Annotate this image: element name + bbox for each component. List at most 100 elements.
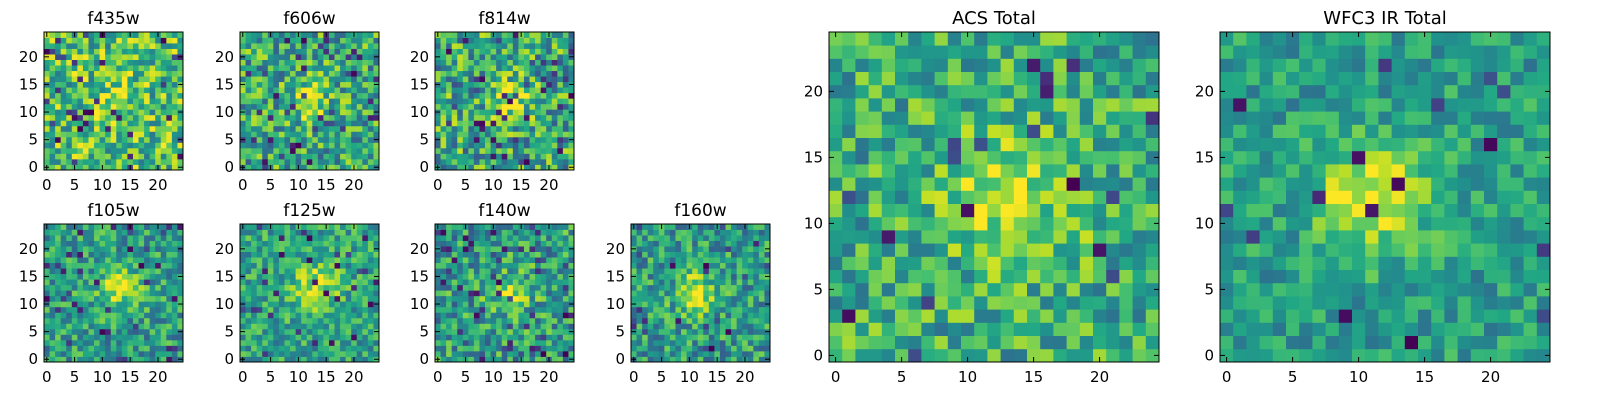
heatmap-cell: [144, 323, 151, 330]
heatmap-cell: [245, 306, 252, 313]
heatmap-cell: [479, 240, 486, 247]
heatmap-cell: [77, 70, 84, 77]
heatmap-cell: [747, 312, 754, 319]
heatmap-cell: [373, 323, 380, 330]
heatmap-cell: [251, 103, 258, 110]
heatmap-cell: [166, 32, 173, 38]
heatmap-cell: [121, 103, 128, 110]
heatmap-cell: [116, 224, 123, 230]
heatmap-cell: [345, 328, 352, 335]
heatmap-cell: [440, 224, 447, 230]
heatmap-cell: [1079, 164, 1094, 178]
heatmap-cell: [736, 229, 743, 236]
heatmap-cell: [435, 317, 441, 324]
heatmap-cell: [345, 43, 352, 49]
heatmap-cell: [94, 268, 100, 275]
heatmap-cell: [523, 142, 530, 149]
heatmap-cell: [473, 120, 480, 127]
heatmap-cell: [88, 257, 95, 264]
heatmap-cell: [708, 257, 715, 264]
heatmap-cell: [653, 268, 660, 275]
heatmap-cell: [479, 76, 486, 83]
heatmap-cell: [99, 131, 106, 138]
heatmap-cell: [468, 131, 475, 138]
heatmap-cell: [551, 65, 558, 72]
heatmap-cell: [71, 257, 78, 264]
heatmap-cell: [468, 114, 475, 121]
heatmap-cell: [435, 262, 441, 269]
heatmap-cell: [94, 246, 100, 252]
heatmap-cell: [675, 295, 682, 302]
heatmap-cell: [934, 177, 949, 191]
heatmap-cell: [345, 224, 352, 230]
heatmap-cell: [485, 142, 491, 149]
heatmap-cell: [947, 335, 962, 350]
heatmap-cell: [669, 246, 676, 252]
heatmap-cell: [301, 290, 308, 297]
heatmap-cell: [557, 345, 564, 352]
heatmap-cell: [468, 306, 475, 313]
heatmap-cell: [562, 356, 569, 363]
heatmap-cell: [138, 131, 145, 138]
heatmap-cell: [317, 142, 324, 149]
heatmap-cell: [501, 273, 508, 280]
heatmap-cell: [99, 158, 106, 165]
heatmap-cell: [245, 142, 252, 149]
x-tick-label: 10: [289, 176, 308, 194]
heatmap-cell: [523, 229, 530, 236]
heatmap-cell: [295, 345, 302, 352]
heatmap-cell: [373, 345, 380, 352]
heatmap-cell: [82, 114, 89, 121]
heatmap-cell: [171, 109, 178, 116]
heatmap-cell: [55, 312, 62, 319]
heatmap-cell: [121, 240, 128, 247]
heatmap-cell: [351, 125, 358, 132]
heatmap-cell: [855, 190, 869, 204]
heatmap-cell: [658, 262, 665, 269]
heatmap-cell: [116, 290, 123, 297]
heatmap-cell: [529, 339, 536, 346]
heatmap-cell: [132, 295, 139, 302]
heatmap-cell: [267, 317, 274, 324]
heatmap-cell: [328, 32, 335, 38]
heatmap-cell: [708, 273, 715, 280]
heatmap-cell: [295, 334, 302, 341]
heatmap-cell: [653, 317, 660, 324]
heatmap-cell: [317, 81, 324, 88]
heatmap-cell: [686, 295, 693, 302]
heatmap-cell: [71, 125, 78, 132]
heatmap-cell: [736, 251, 743, 258]
heatmap-cell: [562, 81, 569, 88]
heatmap-cell: [132, 235, 139, 241]
heatmap-cell: [94, 37, 100, 44]
heatmap-cell: [631, 317, 637, 324]
heatmap-cell: [166, 76, 173, 83]
heatmap-cell: [44, 98, 50, 105]
heatmap-cell: [273, 334, 280, 341]
heatmap-cell: [171, 334, 178, 341]
heatmap-cell: [473, 284, 480, 291]
heatmap-cell: [328, 345, 335, 352]
heatmap-cell: [256, 136, 263, 143]
heatmap-cell: [262, 164, 269, 171]
heatmap-cell: [317, 240, 324, 247]
heatmap-cell: [362, 279, 369, 286]
heatmap-cell: [518, 70, 525, 77]
heatmap-cell: [908, 269, 922, 284]
heatmap-cell: [468, 43, 475, 49]
heatmap-cell: [71, 54, 78, 60]
heatmap-cell: [290, 240, 296, 247]
heatmap-cell: [149, 120, 156, 127]
heatmap-cell: [557, 284, 564, 291]
heatmap-cell: [485, 284, 491, 291]
heatmap-cell: [149, 273, 156, 280]
heatmap-cell: [501, 279, 508, 286]
heatmap-cell: [881, 335, 896, 350]
heatmap-cell: [1119, 190, 1133, 204]
heatmap-cell: [540, 153, 547, 160]
heatmap-cell: [312, 43, 319, 49]
heatmap-cell: [116, 268, 123, 275]
heatmap-cell: [523, 48, 530, 55]
heatmap-cell: [290, 37, 296, 44]
heatmap-cell: [446, 147, 453, 154]
